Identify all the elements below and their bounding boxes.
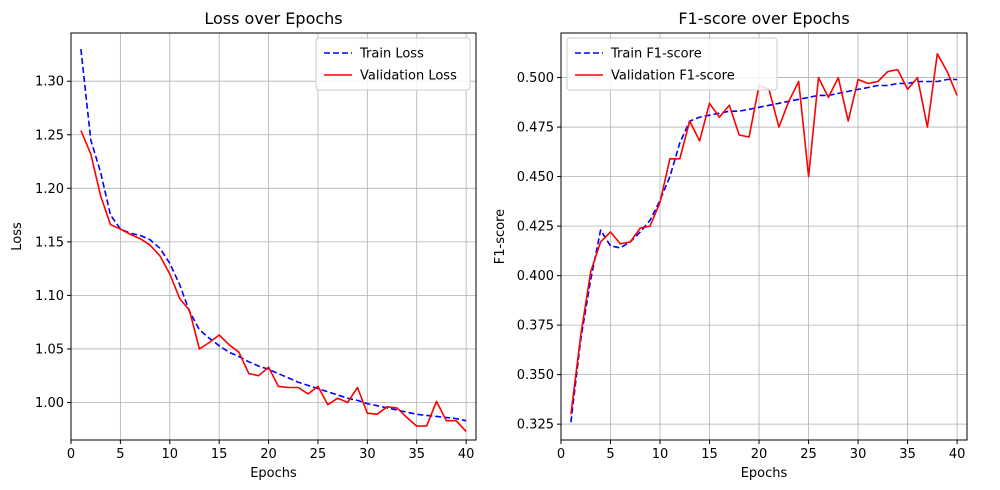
- y-tick-label: 1.10: [35, 289, 64, 304]
- legend-label: Validation F1-score: [611, 69, 735, 84]
- x-tick-label: 20: [751, 447, 768, 462]
- y-tick-label: 1.30: [35, 75, 64, 90]
- chart-2: 0 5 10 15 20 25 30 35 40 0.325 0.350 0.375 0.400 0.42…: [493, 9, 968, 481]
- legend-box: [315, 37, 471, 91]
- y-tick-label: 0.325: [517, 418, 554, 433]
- legend-label: Train Loss: [359, 47, 424, 62]
- x-tick-label: 15: [211, 447, 228, 462]
- y-tick-label: 0.375: [517, 319, 554, 334]
- x-tick-label: 40: [949, 447, 966, 462]
- y-tick-label: 1.15: [35, 235, 64, 250]
- x-tick-label: 20: [260, 447, 277, 462]
- x-tick-label: 35: [899, 447, 916, 462]
- series-line-2: [570, 52, 958, 415]
- legend-box: [566, 37, 778, 91]
- x-tick-label: 0: [67, 447, 75, 462]
- y-tick-label: 0.500: [517, 71, 554, 86]
- x-axis-label: Epochs: [741, 466, 788, 481]
- legend-label: Train F1-score: [610, 47, 702, 62]
- legend: Train F1-score Validation F1-score: [566, 37, 778, 91]
- x-tick-label: 40: [458, 447, 475, 462]
- x-tick-label: 30: [850, 447, 867, 462]
- y-tick-label: 1.05: [35, 342, 64, 357]
- y-tick-label: 0.475: [517, 121, 554, 136]
- series-line-1: [80, 49, 467, 422]
- y-tick-label: 1.25: [35, 128, 64, 143]
- plot-frame: [560, 32, 968, 441]
- x-tick-label: 5: [606, 447, 614, 462]
- chart-title: F1-score over Epochs: [678, 9, 849, 28]
- series-line-2: [80, 130, 467, 432]
- legend-label: Validation Loss: [360, 69, 457, 84]
- y-tick-label: 1.20: [35, 182, 64, 197]
- y-tick-label: 0.350: [517, 368, 554, 383]
- chart-title: Loss over Epochs: [204, 9, 342, 28]
- chart-1: 0 5 10 15 20 25 30 35 40 1.00 1.05 1.10 1.15 1.20 1.25…: [10, 9, 477, 481]
- x-tick-label: 15: [701, 447, 718, 462]
- legend: Train Loss Validation Loss: [315, 37, 471, 91]
- y-tick-label: 1.00: [35, 396, 64, 411]
- x-tick-label: 25: [800, 447, 817, 462]
- x-axis-label: Epochs: [250, 466, 297, 481]
- y-tick-label: 0.425: [517, 220, 554, 235]
- x-tick-label: 35: [408, 447, 425, 462]
- y-tick-label: 0.450: [517, 170, 554, 185]
- x-tick-label: 25: [310, 447, 327, 462]
- x-tick-label: 5: [116, 447, 124, 462]
- y-tick-label: 0.400: [517, 269, 554, 284]
- x-tick-label: 0: [557, 447, 565, 462]
- x-tick-label: 10: [162, 447, 179, 462]
- y-axis-label: Loss: [10, 222, 25, 251]
- x-tick-label: 10: [652, 447, 669, 462]
- y-axis-label: F1-score: [493, 209, 508, 264]
- series-line-1: [570, 78, 958, 423]
- x-tick-label: 30: [359, 447, 376, 462]
- plot-frame: [70, 32, 477, 441]
